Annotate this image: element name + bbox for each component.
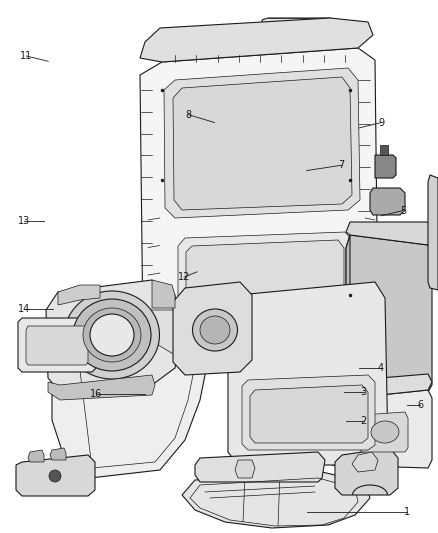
Polygon shape xyxy=(52,308,208,478)
Text: 3: 3 xyxy=(360,387,367,397)
Text: 8: 8 xyxy=(185,110,191,119)
Polygon shape xyxy=(352,452,378,472)
Polygon shape xyxy=(58,285,100,305)
Text: 1: 1 xyxy=(404,507,410,516)
Ellipse shape xyxy=(90,314,134,356)
Ellipse shape xyxy=(64,291,159,379)
Text: 11: 11 xyxy=(20,51,32,61)
Polygon shape xyxy=(380,145,388,155)
Polygon shape xyxy=(140,18,373,62)
Polygon shape xyxy=(335,448,398,495)
Polygon shape xyxy=(178,232,352,308)
Text: 14: 14 xyxy=(18,304,30,314)
Ellipse shape xyxy=(73,299,151,371)
Polygon shape xyxy=(346,235,432,392)
Polygon shape xyxy=(195,452,325,482)
Text: 16: 16 xyxy=(90,390,102,399)
Polygon shape xyxy=(28,450,44,462)
Ellipse shape xyxy=(192,309,237,351)
Polygon shape xyxy=(173,77,352,210)
Polygon shape xyxy=(26,326,88,365)
Polygon shape xyxy=(152,280,175,308)
Polygon shape xyxy=(250,385,368,443)
Polygon shape xyxy=(50,448,66,460)
Text: 13: 13 xyxy=(18,216,30,226)
Polygon shape xyxy=(328,390,432,468)
Text: 5: 5 xyxy=(400,206,406,215)
Polygon shape xyxy=(46,280,178,392)
Circle shape xyxy=(49,470,61,482)
Ellipse shape xyxy=(83,308,141,362)
Ellipse shape xyxy=(371,421,399,443)
Polygon shape xyxy=(173,282,252,375)
Polygon shape xyxy=(328,374,432,400)
Text: 2: 2 xyxy=(360,416,367,426)
Polygon shape xyxy=(228,282,388,465)
Polygon shape xyxy=(186,240,344,300)
Polygon shape xyxy=(375,155,396,178)
Polygon shape xyxy=(164,68,360,218)
Text: 9: 9 xyxy=(378,118,384,127)
Polygon shape xyxy=(138,310,195,355)
Polygon shape xyxy=(262,18,333,30)
Polygon shape xyxy=(358,412,408,452)
Text: 12: 12 xyxy=(178,272,190,282)
Polygon shape xyxy=(142,335,375,370)
Text: 4: 4 xyxy=(378,363,384,373)
Polygon shape xyxy=(242,375,375,450)
Polygon shape xyxy=(18,318,96,372)
Polygon shape xyxy=(370,188,405,215)
Polygon shape xyxy=(235,460,255,478)
Polygon shape xyxy=(182,472,370,528)
Text: 6: 6 xyxy=(417,400,424,410)
Polygon shape xyxy=(346,222,432,245)
Polygon shape xyxy=(140,48,378,348)
Ellipse shape xyxy=(200,316,230,344)
Polygon shape xyxy=(346,235,350,385)
Polygon shape xyxy=(16,455,95,496)
Polygon shape xyxy=(48,375,155,400)
Polygon shape xyxy=(428,175,438,290)
Text: 7: 7 xyxy=(339,160,345,170)
